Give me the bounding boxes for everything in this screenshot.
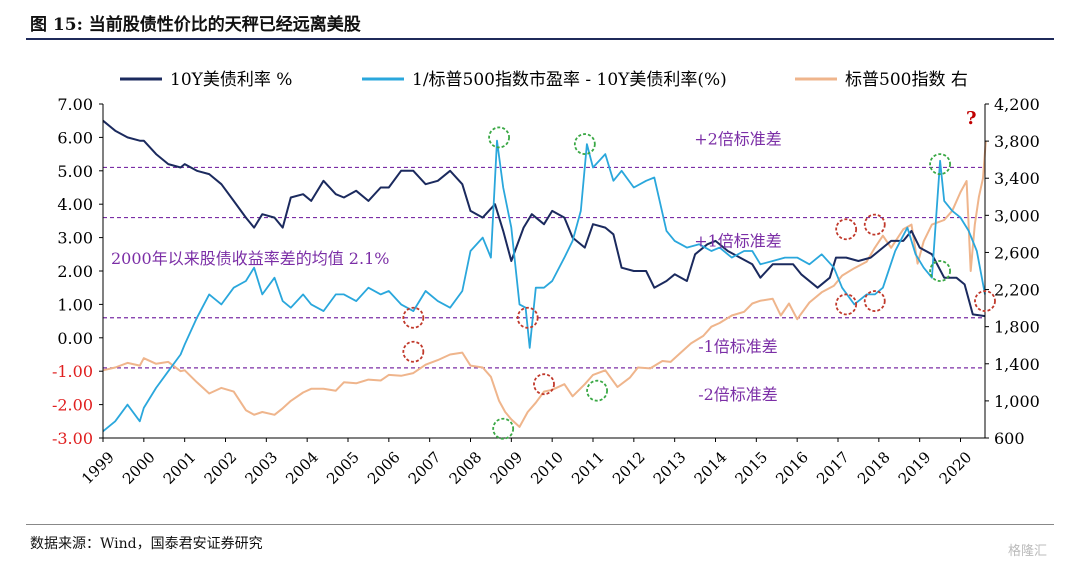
legend-label-0: 10Y美债利率 %	[170, 70, 292, 90]
watermark: 格隆汇	[1008, 544, 1048, 559]
circle-marker-13	[492, 417, 515, 440]
x-tick-label: 2012	[609, 448, 649, 488]
circle-marker-6	[835, 293, 858, 316]
circle-marker-12	[929, 260, 951, 282]
x-tick-label: 2004	[282, 448, 322, 488]
right-tick-label: 3,000	[994, 206, 1040, 225]
x-tick-label: 2020	[936, 448, 976, 488]
circle-marker-11	[929, 153, 951, 176]
right-tick-label: 600	[994, 429, 1025, 448]
x-tick-label: 2010	[527, 448, 567, 488]
x-tick-label: 2009	[486, 448, 526, 488]
band-label-2: -1倍标准差	[698, 337, 778, 356]
tick-labels: 7.00 6.00 5.00 4.00 3.00 2.00 1.00 0.00 -1.00 -2.…	[52, 95, 1040, 488]
x-tick-label: 2016	[772, 448, 812, 488]
circle-marker-7	[863, 290, 886, 312]
band-label-3: -2倍标准差	[698, 385, 778, 404]
left-tick-label: -1.00	[52, 362, 93, 381]
circle-marker-2	[402, 340, 425, 363]
band-labels: +2倍标准差 +1倍标准差 -1倍标准差 -2倍标准差 2000年以来股债收益率差的均值…	[111, 108, 977, 404]
circle-marker-0	[402, 306, 425, 329]
series-line-2	[102, 141, 987, 428]
x-tick-label: 2015	[731, 448, 771, 488]
band-label-0: +2倍标准差	[694, 129, 782, 148]
right-tick-label: 3,800	[994, 132, 1040, 151]
left-tick-label: 3.00	[57, 229, 93, 248]
circle-marker-10	[573, 133, 596, 155]
right-tick-label: 2,600	[994, 243, 1040, 262]
left-tick-label: 7.00	[57, 95, 93, 114]
circle-marker-8	[974, 290, 996, 312]
x-tick-label: 2014	[691, 448, 731, 488]
circle-marker-4	[835, 218, 858, 241]
x-tick-label: 2019	[895, 448, 935, 488]
band-label-1: +1倍标准差	[694, 232, 782, 251]
circle-markers	[402, 126, 996, 440]
source-note: 数据来源：Wind，国泰君安证券研究	[30, 536, 263, 552]
left-tick-label: 1.00	[57, 295, 93, 314]
right-tick-label: 1,000	[994, 392, 1040, 411]
circle-marker-3	[533, 373, 555, 396]
left-tick-label: 0.00	[57, 329, 93, 348]
x-tick-label: 2005	[323, 448, 363, 488]
x-tick-label: 2013	[650, 448, 690, 488]
circle-marker-1	[516, 306, 539, 329]
x-tick-label: 2007	[405, 448, 445, 488]
left-tick-label: 5.00	[57, 162, 93, 181]
circle-marker-5	[863, 213, 886, 236]
x-tick-label: 2001	[160, 448, 200, 488]
figure-title: 图 15: 当前股债性价比的天秤已经远离美股	[30, 15, 361, 35]
x-tick-label: 2003	[241, 448, 281, 488]
right-tick-label: 2,200	[994, 281, 1040, 300]
series-line-1	[102, 139, 986, 432]
right-tick-label: 4,200	[994, 95, 1040, 114]
source-rule	[26, 524, 1054, 525]
left-tick-label: 6.00	[57, 128, 93, 147]
series-line-0	[102, 119, 986, 318]
axes	[102, 104, 986, 439]
x-tick-label: 2000	[119, 448, 159, 488]
band-lines	[103, 166, 985, 369]
legend-label-1: 1/标普500指数市盈率 - 10Y美债利率(%)	[412, 70, 727, 90]
title-rule	[26, 38, 1054, 40]
left-tick-label: -2.00	[52, 396, 93, 415]
x-tick-label: 2006	[364, 448, 404, 488]
x-tick-label: 2008	[446, 448, 486, 488]
right-tick-label: 3,400	[994, 169, 1040, 188]
right-tick-label: 1,800	[994, 318, 1040, 337]
left-tick-label: 4.00	[57, 195, 93, 214]
mean-annotation: 2000年以来股债收益率差的均值 2.1%	[111, 249, 389, 268]
x-tick-label: 2018	[854, 448, 894, 488]
legend: 10Y美债利率 % 1/标普500指数市盈率 - 10Y美债利率(%) 标普500指…	[120, 70, 968, 90]
legend-label-2: 标普500指数 右	[845, 70, 968, 90]
x-tick-label: 2017	[813, 448, 853, 488]
x-tick-label: 2002	[201, 448, 241, 488]
x-tick-label: 1999	[78, 448, 118, 488]
x-tick-label: 2011	[568, 448, 608, 488]
left-tick-label: -3.00	[52, 429, 93, 448]
right-tick-label: 1,400	[994, 355, 1040, 374]
question-mark: ?	[966, 108, 977, 129]
circle-marker-14	[586, 379, 608, 402]
circle-marker-9	[488, 126, 510, 149]
left-tick-label: 2.00	[57, 262, 93, 281]
